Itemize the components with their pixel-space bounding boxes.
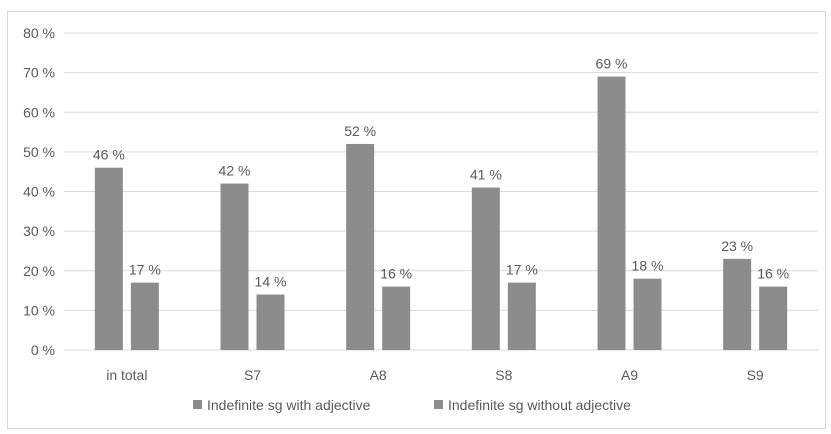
data-label: 14 % — [255, 274, 287, 290]
bar-without-adjective — [256, 294, 285, 350]
data-label: 23 % — [721, 238, 753, 254]
data-label: 52 % — [344, 123, 376, 139]
y-tick-label: 80 % — [23, 25, 55, 41]
bar-with-adjective — [471, 187, 500, 350]
legend-label: Indefinite sg with adjective — [207, 397, 371, 413]
y-tick-label: 70 % — [23, 65, 55, 81]
x-category-label: A8 — [370, 367, 387, 383]
bar-without-adjective — [759, 286, 788, 350]
x-category-label: S7 — [244, 367, 261, 383]
data-label: 17 % — [506, 262, 538, 278]
chart-frame — [7, 11, 826, 429]
bar-without-adjective — [507, 282, 536, 350]
bar-without-adjective — [633, 278, 662, 350]
y-tick-label: 40 % — [23, 184, 55, 200]
legend-swatch — [193, 400, 202, 409]
y-tick-label: 30 % — [23, 223, 55, 239]
legend-swatch — [434, 400, 443, 409]
y-tick-label: 10 % — [23, 302, 55, 318]
bar-without-adjective — [130, 282, 159, 350]
bar-with-adjective — [723, 258, 752, 350]
x-category-label: A9 — [621, 367, 638, 383]
data-label: 17 % — [129, 262, 161, 278]
data-label: 18 % — [632, 258, 664, 274]
bar-with-adjective — [597, 76, 626, 351]
y-tick-label: 50 % — [23, 144, 55, 160]
data-label: 16 % — [380, 266, 412, 282]
bar-with-adjective — [346, 143, 375, 350]
bar-without-adjective — [382, 286, 411, 350]
y-tick-label: 20 % — [23, 263, 55, 279]
x-category-label: in total — [106, 367, 147, 383]
data-label: 69 % — [596, 56, 628, 72]
data-label: 46 % — [93, 147, 125, 163]
x-category-label: S8 — [495, 367, 512, 383]
data-label: 41 % — [470, 167, 502, 183]
data-label: 42 % — [219, 163, 251, 179]
data-label: 16 % — [757, 266, 789, 282]
legend-label: Indefinite sg without adjective — [448, 397, 631, 413]
x-category-label: S9 — [747, 367, 764, 383]
y-tick-label: 0 % — [31, 342, 55, 358]
bar-with-adjective — [220, 183, 249, 350]
bar-with-adjective — [94, 167, 123, 350]
y-tick-label: 60 % — [23, 104, 55, 120]
